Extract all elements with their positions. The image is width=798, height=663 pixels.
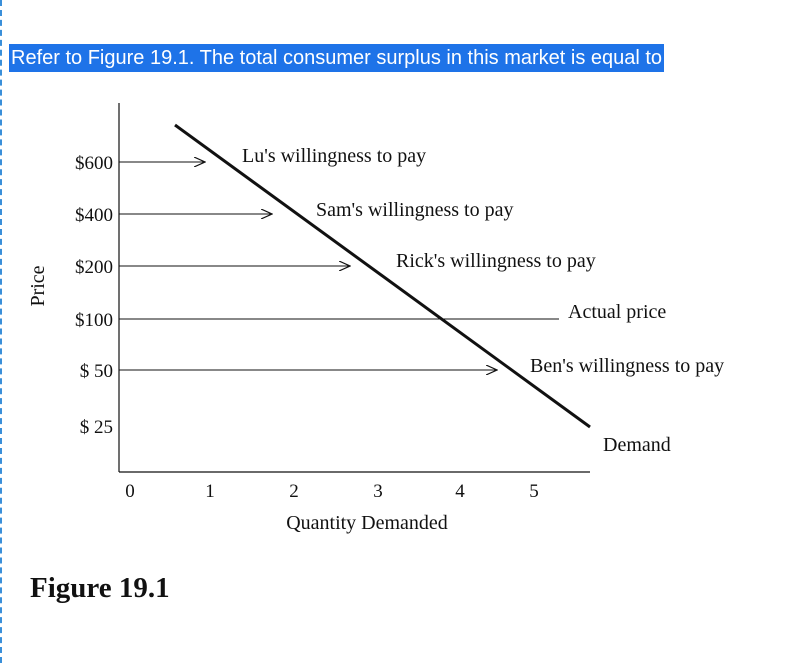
wtp-label: Rick's willingness to pay	[396, 250, 596, 272]
demand-curve-group	[174, 123, 591, 429]
chart-labels: $600 $400 $200 $100 $ 50 $ 25 0 1 2 3 4 5 Quantity D…	[27, 145, 724, 534]
y-tick-label: $ 25	[80, 417, 113, 438]
x-tick-label: 5	[529, 481, 539, 502]
x-tick-label: 2	[289, 481, 299, 502]
x-tick-label: 4	[455, 481, 465, 502]
axes	[118, 103, 590, 473]
selection-border	[0, 0, 2, 663]
price-guides	[119, 162, 559, 370]
x-tick-label: 1	[205, 481, 215, 502]
x-tick-label: 3	[373, 481, 383, 502]
y-tick-label: $400	[75, 205, 113, 226]
question-text[interactable]: Refer to Figure 19.1. The total consumer…	[9, 44, 665, 72]
wtp-label: Ben's willingness to pay	[530, 355, 724, 377]
x-tick-label: 0	[125, 481, 135, 502]
figure-caption: Figure 19.1	[30, 572, 170, 604]
wtp-label: Sam's willingness to pay	[316, 199, 514, 221]
y-axis-label: Price	[27, 265, 49, 306]
y-tick-label: $100	[75, 310, 113, 331]
y-tick-label: $ 50	[80, 361, 113, 382]
y-tick-label: $600	[75, 153, 113, 174]
y-tick-label: $200	[75, 257, 113, 278]
actual-price-label: Actual price	[568, 301, 666, 323]
x-axis-label: Quantity Demanded	[286, 512, 448, 534]
demand-label: Demand	[603, 434, 671, 456]
demand-line	[174, 123, 591, 429]
wtp-label: Lu's willingness to pay	[242, 145, 426, 167]
